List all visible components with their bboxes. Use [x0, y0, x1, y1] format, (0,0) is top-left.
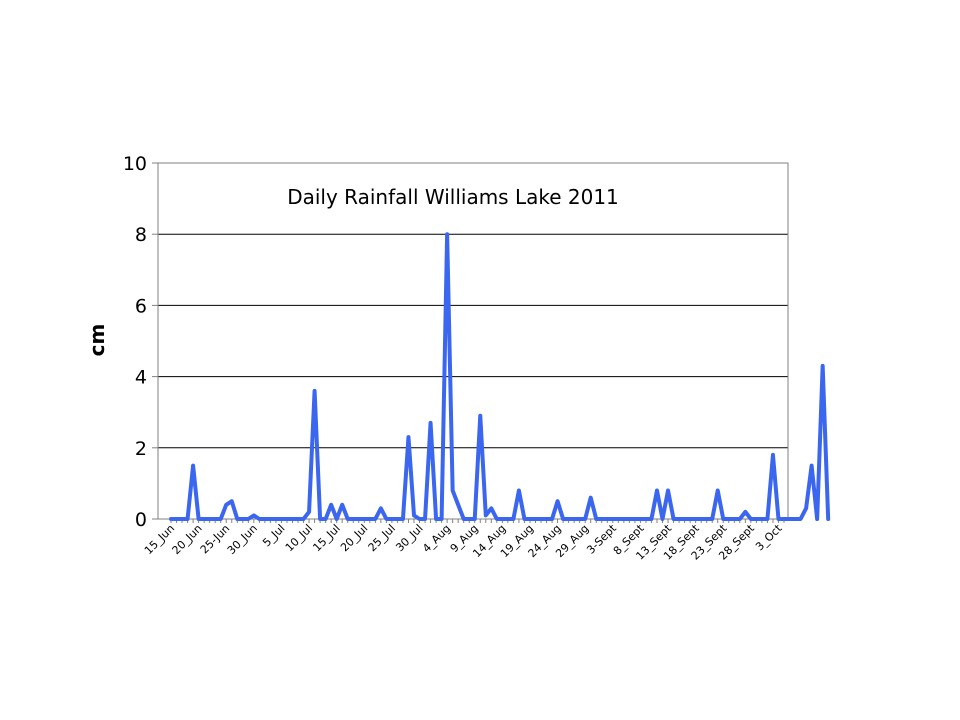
gridlines — [158, 233, 788, 449]
x-tick-label: 20_Jul — [338, 522, 370, 554]
x-tick-label: 15_Jul — [310, 522, 342, 554]
y-tick-label: 6 — [135, 295, 147, 317]
y-axis-ticks: 0 2 4 6 8 10 — [123, 153, 158, 531]
x-tick-label: 10_Jul — [283, 522, 315, 554]
x-tick-label: 20_Jun — [170, 522, 205, 557]
x-tick-label: 3_Oct — [753, 521, 785, 553]
x-tick-label: 30_Jul — [393, 522, 425, 554]
y-tick-label: 10 — [123, 153, 147, 175]
x-tick-label: 4_Aug — [420, 522, 453, 555]
x-tick-label: 30_Jun — [225, 522, 260, 557]
x-tick-label: 25_Jul — [366, 522, 398, 554]
series-line — [169, 232, 831, 521]
y-axis-label: cm — [85, 324, 109, 357]
y-tick-label: 4 — [135, 367, 147, 389]
y-tick-label: 2 — [135, 438, 147, 460]
y-tick-label: 8 — [135, 224, 147, 246]
plot-area-border — [157, 162, 789, 520]
chart-title: Daily Rainfall Williams Lake 2011 — [287, 185, 619, 209]
x-tick-label: 15_Jun — [142, 522, 177, 557]
y-tick-label: 0 — [135, 509, 147, 531]
